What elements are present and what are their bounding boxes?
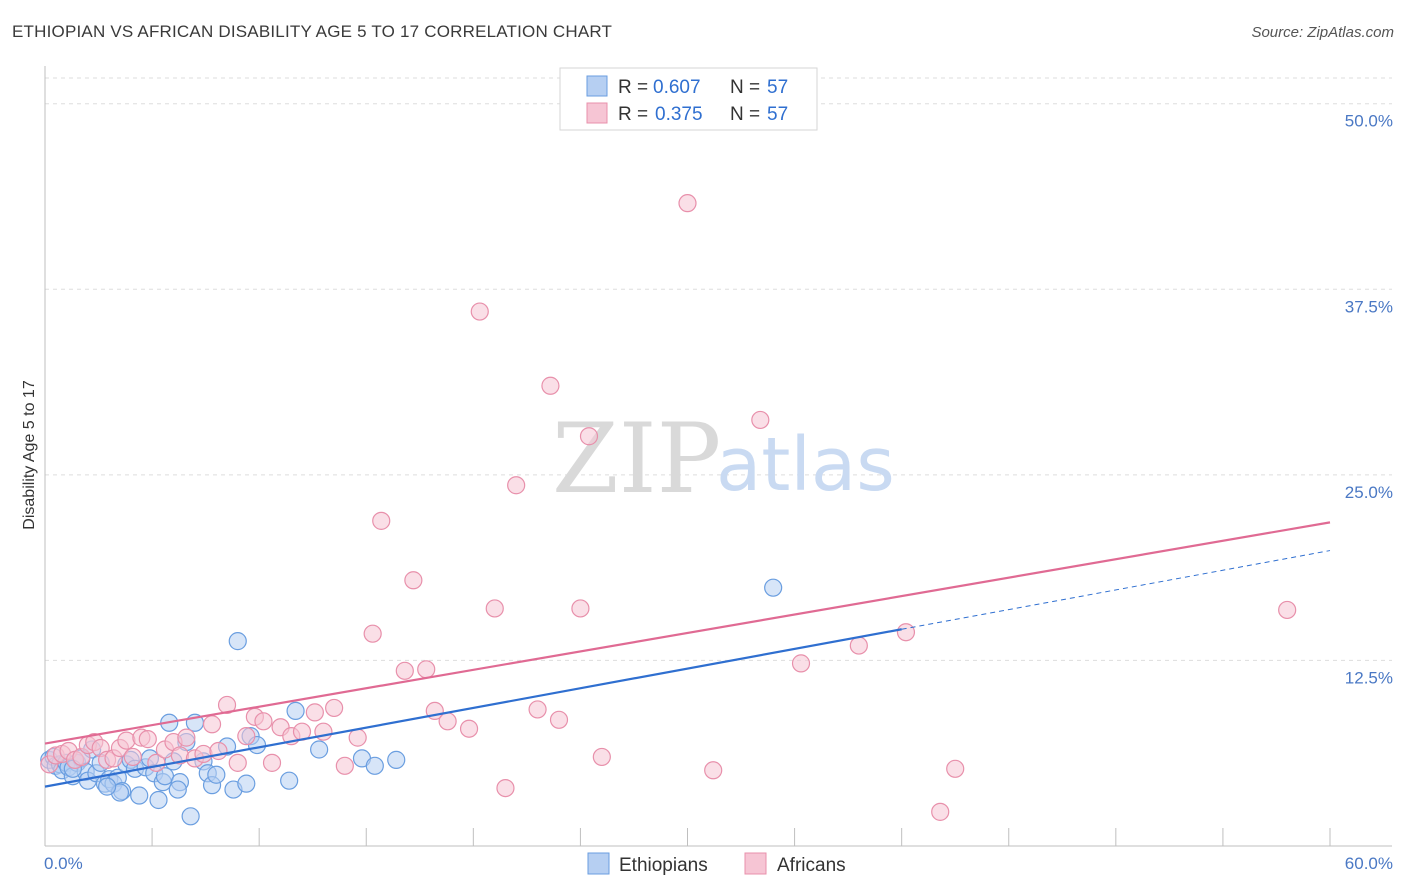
africans-point-46 xyxy=(459,719,479,738)
legend-r-value-africans: 0.375 xyxy=(655,104,703,125)
africans-point-12 xyxy=(117,731,136,750)
y-tick-label-3: 50.0% xyxy=(1345,112,1393,131)
africans-point-59 xyxy=(751,410,770,430)
africans-point-38 xyxy=(348,728,367,747)
africans-point-25 xyxy=(217,695,237,715)
africans-point-56 xyxy=(592,747,611,767)
legend-swatch-ethiopians xyxy=(586,75,608,97)
africans-point-64 xyxy=(946,759,965,778)
legend-n-label-ethiopians: N = xyxy=(730,77,760,98)
legend-n-value-africans: 57 xyxy=(767,104,788,125)
africans-point-60 xyxy=(791,654,811,673)
africans-point-51 xyxy=(528,700,547,719)
y-axis-title: Disability Age 5 to 17 xyxy=(21,380,38,530)
africans-point-27 xyxy=(237,727,256,746)
ethiopians-point-56 xyxy=(168,780,187,799)
y-tick-label-1: 25.0% xyxy=(1345,483,1393,502)
africans-point-23 xyxy=(202,715,222,734)
ethiopians-point-34 xyxy=(181,807,200,826)
africans-point-45 xyxy=(438,712,457,731)
bottom-legend-label-ethiopians: Ethiopians xyxy=(619,855,708,876)
africans-point-54 xyxy=(571,599,590,618)
ethiopians-point-23 xyxy=(130,786,149,805)
ethiopians-point-46 xyxy=(280,771,299,790)
africans-point-15 xyxy=(138,730,157,749)
x-tick-label-0: 0.0% xyxy=(44,854,83,873)
africans-point-34 xyxy=(305,703,324,722)
africans-point-61 xyxy=(849,636,868,655)
africans-point-22 xyxy=(194,744,213,764)
trend-lines xyxy=(44,521,1331,788)
africans-point-58 xyxy=(704,761,723,780)
ethiopians-trend-line xyxy=(44,628,902,788)
ethiopians-point-51 xyxy=(387,750,406,769)
bottom-legend: Ethiopians Africans xyxy=(587,852,846,876)
legend-r-value-ethiopians: 0.607 xyxy=(653,77,701,98)
legend-n-value-ethiopians: 57 xyxy=(767,77,788,98)
y-tick-label-2: 37.5% xyxy=(1345,297,1393,316)
africans-point-37 xyxy=(335,756,354,775)
africans-point-57 xyxy=(678,194,697,213)
africans-point-41 xyxy=(395,661,414,680)
ethiopians-point-52 xyxy=(764,578,783,597)
africans-point-65 xyxy=(1278,600,1297,620)
africans-trend-line xyxy=(44,521,1331,745)
chart-title: ETHIOPIAN VS AFRICAN DISABILITY AGE 5 TO… xyxy=(12,22,613,41)
africans-point-49 xyxy=(496,778,515,798)
ethiopians-point-55 xyxy=(98,777,117,796)
africans-point-29 xyxy=(254,712,273,731)
y-tick-labels: 12.5% 25.0% 37.5% 50.0% xyxy=(1345,112,1393,688)
africans-point-52 xyxy=(541,376,560,395)
ethiopians-point-50 xyxy=(365,756,384,775)
africans-point-20 xyxy=(177,728,196,747)
legend-n-label-africans: N = xyxy=(730,104,760,125)
ethiopians-point-42 xyxy=(228,632,247,651)
africans-point-30 xyxy=(262,753,282,772)
legend-swatch-africans xyxy=(586,102,608,124)
africans-point-36 xyxy=(325,698,344,718)
africans-point-42 xyxy=(404,571,423,590)
ethiopians-point-39 xyxy=(207,765,226,784)
ethiopians-point-48 xyxy=(310,740,329,759)
africans-point-40 xyxy=(372,511,391,530)
ethiopians-point-47 xyxy=(286,701,305,721)
data-points xyxy=(40,194,1297,826)
bottom-legend-swatch-ethiopians xyxy=(587,852,610,875)
legend-r-label-ethiopians: R = xyxy=(618,77,648,98)
africans-point-47 xyxy=(470,302,489,321)
y-tick-label-0: 12.5% xyxy=(1345,668,1393,687)
x-tick-labels: 0.0% 60.0% xyxy=(44,854,1393,873)
africans-point-62 xyxy=(896,623,916,642)
watermark-atlas: atlas xyxy=(716,422,895,508)
grid-lines xyxy=(45,77,1392,661)
x-tick-label-1: 60.0% xyxy=(1345,854,1393,873)
axes xyxy=(44,66,1392,847)
africans-point-50 xyxy=(507,476,526,495)
africans-point-53 xyxy=(549,710,569,729)
bottom-legend-swatch-africans xyxy=(744,852,767,875)
africans-point-63 xyxy=(931,802,950,821)
source-label: Source: ZipAtlas.com xyxy=(1251,24,1394,41)
africans-point-43 xyxy=(417,660,436,679)
africans-point-39 xyxy=(363,624,382,643)
africans-point-13 xyxy=(123,747,142,767)
legend-r-label-africans: R = xyxy=(618,104,648,125)
ethiopians-point-27 xyxy=(149,790,168,810)
ethiopians-trend-extension xyxy=(901,550,1331,630)
bottom-legend-label-africans: Africans xyxy=(777,855,846,876)
africans-point-26 xyxy=(228,753,247,772)
africans-point-48 xyxy=(485,599,504,618)
ethiopians-point-43 xyxy=(237,774,256,793)
watermark-zip: ZIP xyxy=(552,403,721,515)
africans-point-55 xyxy=(579,427,599,446)
legend: R = 0.607 N = 57 R = 0.375 N = 57 xyxy=(559,67,818,131)
